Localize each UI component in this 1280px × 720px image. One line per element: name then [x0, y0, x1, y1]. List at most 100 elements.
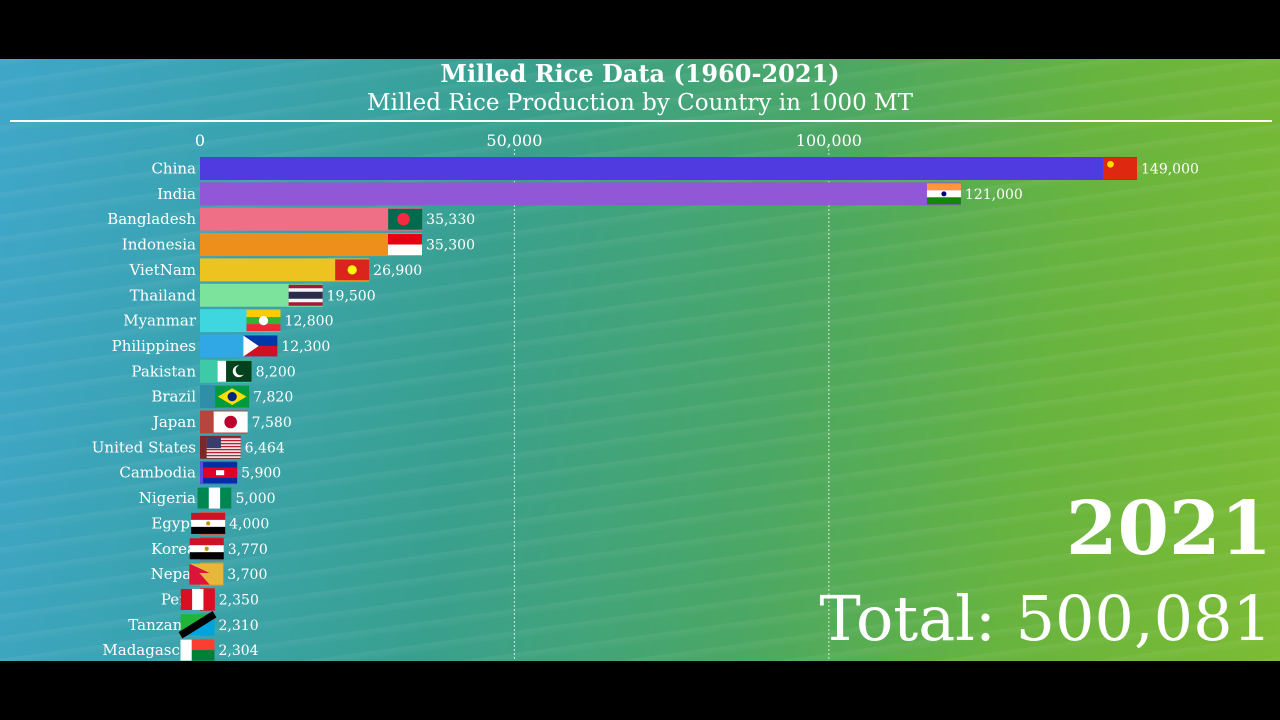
flag-part — [1103, 158, 1137, 179]
flag-part — [926, 197, 961, 205]
flag-part — [206, 441, 241, 443]
nigeria-flag-icon — [197, 487, 232, 509]
flag-part — [397, 212, 410, 226]
value-label: 3,770 — [228, 542, 268, 558]
china-flag-icon — [1103, 158, 1137, 179]
category-label: Pakistan — [131, 362, 196, 380]
title-divider — [10, 120, 1272, 122]
category-label: India — [157, 185, 196, 203]
egypt-flag-icon — [191, 512, 226, 534]
flag-part — [206, 447, 241, 449]
flag-part — [387, 244, 422, 256]
japan-flag-icon — [213, 411, 248, 433]
madagascar-flag-icon — [180, 639, 215, 661]
brazil-flag-icon — [215, 386, 250, 408]
flag-part — [178, 611, 217, 639]
india-flag-icon — [926, 183, 961, 205]
value-label: 8,200 — [256, 364, 296, 380]
nepal-flag-icon — [189, 563, 224, 585]
total-value: 500,081 — [1015, 582, 1272, 655]
bar — [200, 207, 423, 231]
flag-part — [206, 448, 241, 451]
bar — [200, 233, 422, 257]
value-label: 2,350 — [219, 592, 259, 608]
value-label: 12,800 — [284, 314, 333, 330]
thailand-flag-icon — [288, 284, 323, 306]
flag-part — [197, 487, 209, 509]
value-label: 6,464 — [245, 440, 285, 456]
flag-part — [206, 438, 241, 440]
flag-part — [206, 456, 241, 458]
flag-part — [192, 588, 204, 610]
flag-part — [224, 415, 237, 429]
value-label: 26,900 — [373, 263, 422, 279]
flag-part — [1107, 160, 1114, 168]
flag-part — [206, 436, 241, 439]
myanmar-flag-icon — [246, 310, 281, 332]
flag-part — [180, 639, 215, 651]
chart-subtitle: Milled Rice Production by Country in 100… — [367, 90, 913, 116]
category-label: Thailand — [130, 286, 197, 304]
tanzania-flag-icon — [178, 611, 217, 639]
flag-part — [258, 315, 269, 326]
category-label: VietNam — [128, 261, 196, 279]
flag-part — [180, 650, 215, 661]
flag-part — [941, 191, 947, 197]
chart-title: Milled Rice Data (1960-2021) — [440, 59, 840, 88]
flag-part — [189, 552, 224, 560]
philippines-flag-icon — [243, 335, 278, 357]
chart-canvas: Milled Rice Data (1960-2021) Milled Rice… — [0, 59, 1280, 661]
flag-part — [191, 526, 226, 534]
flag-part — [206, 439, 241, 442]
bangladesh-flag-icon — [388, 208, 423, 230]
flag-part — [206, 444, 241, 446]
category-label: Nepal — [151, 565, 197, 583]
value-label: 35,330 — [426, 212, 475, 228]
korea-flag-icon — [189, 538, 224, 560]
bar-chart: 0 50,000 100,000 China 149,000 India 121,000 Ba… — [92, 131, 1199, 661]
category-label: Myanmar — [123, 312, 197, 330]
value-label: 121,000 — [965, 187, 1023, 203]
value-label: 12,300 — [281, 339, 330, 355]
flag-part — [243, 335, 259, 357]
flag-part — [243, 335, 278, 346]
cambodia-flag-icon — [203, 462, 238, 484]
total-label: Total: 500,081 — [819, 579, 1272, 659]
flag-part — [189, 563, 210, 585]
flag-part — [217, 360, 227, 382]
flag-part — [216, 470, 225, 476]
value-label: 7,580 — [252, 415, 292, 431]
indonesia-flag-icon — [387, 234, 422, 256]
x-tick-label: 50,000 — [486, 131, 542, 150]
flag-part — [235, 365, 246, 376]
flag-part — [220, 487, 232, 509]
flag-part — [227, 392, 237, 402]
flag-part — [206, 445, 241, 448]
flag-part — [180, 639, 192, 661]
category-label: China — [151, 160, 196, 178]
flag-part — [206, 442, 241, 445]
value-label: 2,304 — [218, 643, 258, 659]
total-text: Total: — [819, 582, 996, 655]
flag-part — [189, 538, 224, 546]
flag-part — [246, 310, 281, 318]
usa-flag-icon — [206, 436, 241, 458]
flag-part — [191, 512, 226, 520]
value-label: 4,000 — [229, 516, 269, 532]
value-label: 35,300 — [426, 238, 475, 254]
value-label: 5,000 — [235, 491, 275, 507]
peru-flag-icon — [180, 588, 215, 610]
category-label: Tanzania — [128, 616, 196, 634]
flag-part — [206, 521, 211, 526]
bar — [200, 258, 370, 282]
x-tick-label: 100,000 — [796, 131, 862, 150]
value-label: 2,310 — [219, 618, 259, 634]
value-label: 5,900 — [241, 466, 281, 482]
category-label: Nigeria — [139, 489, 196, 507]
flag-part — [206, 453, 241, 455]
value-label: 3,700 — [227, 567, 267, 583]
flag-part — [206, 454, 241, 457]
value-label: 149,000 — [1141, 162, 1199, 178]
flag-part — [206, 436, 221, 449]
bar — [200, 182, 961, 206]
